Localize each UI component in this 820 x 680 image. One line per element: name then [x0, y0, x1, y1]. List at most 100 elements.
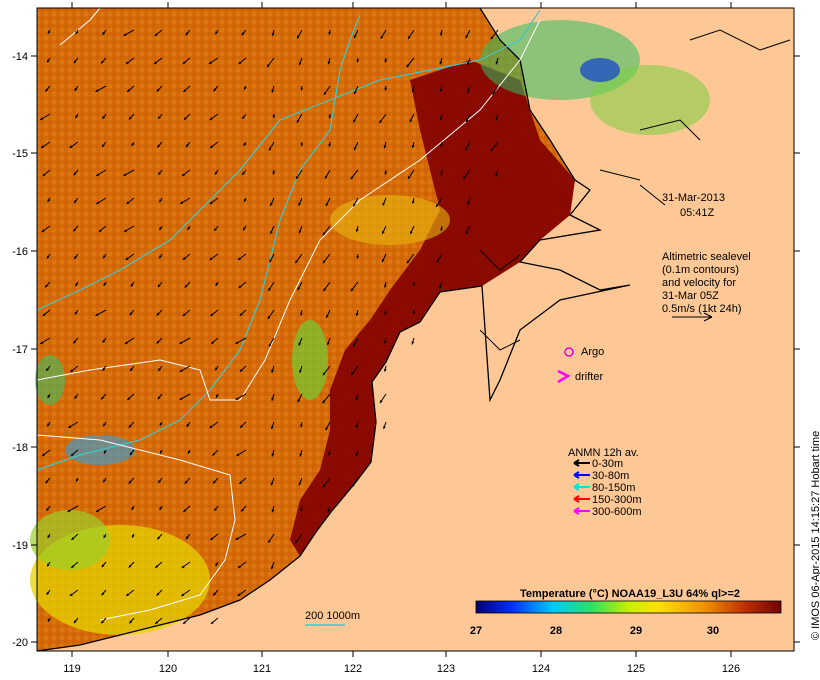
velocity-arrowhead — [96, 173, 100, 176]
velocity-arrowhead — [75, 283, 78, 287]
velocity-arrowhead — [354, 91, 357, 94]
velocity-arrowhead — [46, 368, 49, 371]
anmn-arrowhead-icon — [573, 483, 580, 491]
anmn-arrowhead-icon — [573, 495, 580, 503]
velocity-arrowhead — [268, 343, 272, 347]
altimetry-contour — [36, 19, 541, 401]
velocity-arrowhead — [155, 565, 159, 568]
velocity-arrowhead — [179, 341, 183, 344]
velocity-arrowhead — [214, 228, 217, 231]
velocity-arrowhead — [156, 312, 160, 316]
velocity-arrowhead — [406, 64, 410, 68]
velocity-arrowhead — [69, 593, 73, 596]
velocity-arrowhead — [73, 228, 77, 232]
altimetry-line: 31-Mar 05Z — [662, 290, 719, 302]
velocity-arrowhead — [298, 62, 302, 66]
x-tick-label: 126 — [722, 663, 740, 675]
velocity-arrowhead — [355, 229, 359, 232]
velocity-arrowhead — [158, 368, 161, 371]
velocity-arrowhead — [237, 593, 241, 596]
x-tick-label: 123 — [437, 663, 455, 675]
velocity-arrowhead — [270, 482, 274, 486]
velocity-arrowhead — [182, 61, 186, 64]
anmn-item-label: 30-80m — [592, 470, 629, 482]
velocity-arrowhead — [104, 450, 107, 454]
velocity-arrowhead — [436, 204, 439, 207]
velocity-arrowhead — [181, 565, 185, 568]
colorbar-tick-label: 30 — [707, 625, 719, 637]
velocity-arrowhead — [295, 540, 298, 544]
velocity-arrowhead — [68, 425, 72, 428]
velocity-arrowhead — [42, 173, 46, 176]
velocity-arrowhead — [46, 508, 49, 511]
velocity-arrowhead — [184, 480, 188, 484]
velocity-arrowhead — [242, 172, 245, 175]
velocity-arrowhead — [271, 509, 275, 513]
velocity-arrowhead — [384, 312, 387, 316]
velocity-arrowhead — [412, 311, 416, 315]
velocity-arrowhead — [101, 592, 105, 596]
velocity-arrowhead — [243, 142, 247, 146]
velocity-arrowhead — [300, 143, 304, 147]
velocity-arrowhead — [76, 478, 79, 482]
velocity-arrowhead — [213, 480, 216, 484]
velocity-arrowhead — [102, 339, 106, 343]
velocity-arrowhead — [296, 176, 299, 179]
velocity-arrowhead — [439, 32, 443, 36]
cool-patch — [590, 65, 710, 135]
velocity-arrowhead — [124, 229, 128, 232]
velocity-arrowhead — [47, 59, 50, 63]
velocity-arrowhead — [491, 148, 494, 152]
y-tick-label: -20 — [12, 637, 28, 649]
velocity-arrowhead — [241, 32, 245, 36]
colorbar-title: Temperature (°C) NOAA19_L3U 64% ql>=2 — [520, 588, 740, 600]
velocity-arrowhead — [465, 231, 469, 235]
velocity-arrowhead — [323, 372, 326, 376]
velocity-arrowhead — [298, 230, 302, 234]
velocity-arrowhead — [74, 395, 78, 399]
x-tick-label: 125 — [627, 663, 645, 675]
velocity-arrowhead — [182, 257, 186, 260]
velocity-arrowhead — [131, 507, 135, 511]
velocity-arrowhead — [354, 35, 357, 38]
velocity-arrowhead — [322, 232, 326, 236]
velocity-arrowhead — [128, 116, 132, 120]
velocity-arrowhead — [73, 172, 77, 176]
velocity-arrowhead — [210, 145, 213, 148]
anmn-title: ANMN 12h av. — [568, 447, 639, 459]
velocity-arrowhead — [40, 117, 44, 120]
velocity-arrowhead — [128, 564, 132, 568]
velocity-arrowhead — [354, 147, 357, 150]
velocity-arrowhead — [268, 287, 271, 291]
velocity-arrowhead — [156, 88, 160, 92]
velocity-arrowhead — [184, 284, 188, 288]
velocity-arrowhead — [271, 89, 275, 93]
velocity-arrowhead — [185, 32, 189, 36]
isobath-1000 — [36, 14, 361, 471]
anmn-item-label: 80-150m — [592, 482, 635, 494]
velocity-arrowhead — [352, 483, 355, 487]
velocity-arrowhead — [466, 90, 470, 94]
velocity-arrowhead — [74, 87, 78, 91]
velocity-arrowhead — [132, 534, 135, 538]
velocity-arrowhead — [353, 119, 356, 123]
velocity-arrowhead — [40, 341, 44, 344]
argo-marker-icon — [564, 347, 574, 357]
velocity-arrowhead — [67, 509, 71, 512]
coastal-warm-band — [290, 60, 575, 556]
velocity-arrowhead — [47, 30, 51, 34]
velocity-arrowhead — [158, 172, 161, 175]
velocity-arrowhead — [215, 282, 219, 286]
velocity-arrowhead — [271, 453, 275, 457]
coastline — [36, 7, 631, 652]
velocity-arrowhead — [160, 450, 163, 454]
velocity-arrowhead — [156, 340, 160, 344]
velocity-arrowhead — [383, 340, 387, 344]
velocity-arrowhead — [299, 369, 302, 373]
velocity-arrowhead — [101, 60, 104, 64]
velocity-arrowhead — [124, 341, 128, 344]
velocity-arrowhead — [235, 537, 239, 540]
velocity-arrowhead — [179, 369, 183, 372]
velocity-arrowhead — [269, 259, 272, 263]
velocity-arrowhead — [158, 480, 161, 483]
